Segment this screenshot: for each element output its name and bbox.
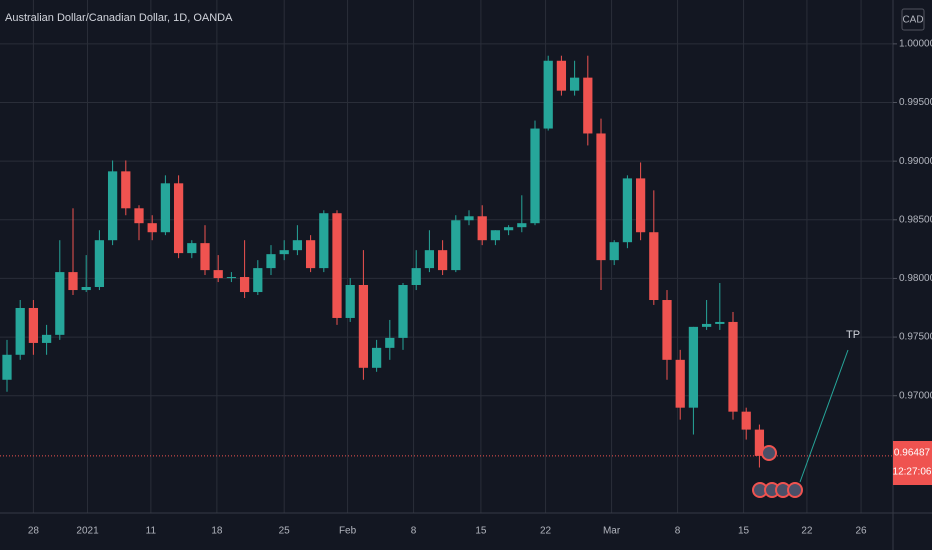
tp-label: TP — [846, 329, 860, 341]
candle-body — [701, 323, 712, 327]
candle-body — [94, 240, 105, 287]
candles — [2, 55, 765, 468]
candle-body — [2, 354, 12, 380]
x-tick-label: Mar — [603, 526, 621, 537]
candle-body — [147, 223, 157, 233]
candle-body — [345, 285, 355, 318]
grid — [0, 0, 893, 513]
candle-body — [675, 359, 685, 408]
tp-line — [799, 349, 849, 483]
x-tick-label: 15 — [475, 526, 487, 537]
candle-body — [688, 326, 699, 408]
candle-body — [239, 277, 250, 293]
candle-body — [649, 232, 659, 301]
currency-box[interactable] — [901, 8, 925, 31]
x-tick-label: 22 — [540, 526, 552, 537]
candle-body — [292, 240, 303, 251]
candle-body — [490, 230, 501, 241]
candle-body — [358, 285, 369, 368]
candle-body — [371, 347, 382, 368]
candle-body — [226, 277, 237, 279]
y-tick-label: 0.98000 — [899, 273, 932, 284]
candle-body — [121, 171, 131, 209]
candle-body — [596, 133, 606, 261]
candle-body — [15, 307, 25, 355]
candle-body — [266, 254, 276, 269]
candle-body — [81, 286, 91, 291]
x-tick-label: 26 — [855, 526, 867, 537]
y-tick-label: 0.99500 — [899, 97, 932, 108]
candle-body — [517, 223, 527, 228]
candle-body — [173, 183, 184, 254]
x-tick-label: 8 — [411, 526, 417, 537]
candle-body — [41, 334, 52, 343]
candle-body — [503, 227, 514, 231]
event-icons — [752, 445, 803, 498]
candle-body — [754, 429, 765, 456]
candle-body — [385, 337, 395, 348]
event-icon[interactable] — [787, 482, 803, 498]
candle-body — [556, 60, 567, 91]
candle-body — [635, 178, 646, 233]
candle-body — [583, 77, 593, 134]
candle-body — [530, 128, 540, 224]
candle-body — [569, 77, 580, 91]
y-tick-label: 1.00000 — [899, 39, 932, 50]
candle-body — [160, 183, 171, 233]
candle-body — [424, 250, 435, 269]
x-tick-label: 22 — [801, 526, 813, 537]
candle-body — [622, 178, 633, 243]
candle-body — [398, 285, 408, 338]
candle-body — [451, 220, 461, 271]
x-tick-label: 25 — [279, 526, 291, 537]
candle-body — [68, 272, 78, 291]
candle-body — [200, 243, 210, 271]
candle-body — [728, 321, 738, 412]
candle-body — [332, 213, 342, 318]
candle-body — [305, 240, 316, 269]
y-tick-label: 0.97500 — [899, 332, 932, 343]
y-tick-label: 0.98500 — [899, 214, 932, 225]
candle-body — [741, 411, 751, 430]
candle-body — [279, 250, 289, 255]
candle-body — [609, 242, 619, 261]
candle-body — [213, 270, 223, 279]
price-label-box — [893, 441, 932, 485]
x-tick-label: 18 — [211, 526, 223, 537]
event-icon[interactable] — [761, 445, 777, 461]
x-tick-label: 8 — [675, 526, 681, 537]
candle-body — [319, 213, 329, 269]
candle-body — [55, 272, 65, 335]
candle-body — [437, 250, 448, 271]
y-tick-label: 0.97000 — [899, 390, 932, 401]
x-tick-label: Feb — [339, 526, 357, 537]
candle-body — [543, 60, 553, 129]
y-tick-label: 0.99000 — [899, 156, 932, 167]
candle-body — [187, 243, 197, 254]
currency[interactable]: CAD — [902, 15, 923, 26]
countdown: 12:27:06 — [893, 467, 932, 478]
candle-body — [715, 321, 725, 324]
candle-body — [134, 208, 144, 224]
candle-body — [107, 171, 118, 241]
chart-title: Australian Dollar/Canadian Dollar, 1D, O… — [5, 12, 233, 24]
candle-body — [464, 216, 474, 221]
x-tick-label: 15 — [738, 526, 750, 537]
candle-body — [411, 268, 421, 285]
candle-body — [28, 307, 39, 343]
candle-body — [253, 268, 263, 293]
candle-body — [662, 300, 672, 360]
x-tick-label: 2021 — [76, 526, 99, 537]
candle-body — [477, 216, 487, 241]
x-tick-label: 28 — [28, 526, 40, 537]
x-tick-label: 11 — [146, 526, 157, 537]
last-price-label: 0.96487 — [894, 448, 931, 459]
